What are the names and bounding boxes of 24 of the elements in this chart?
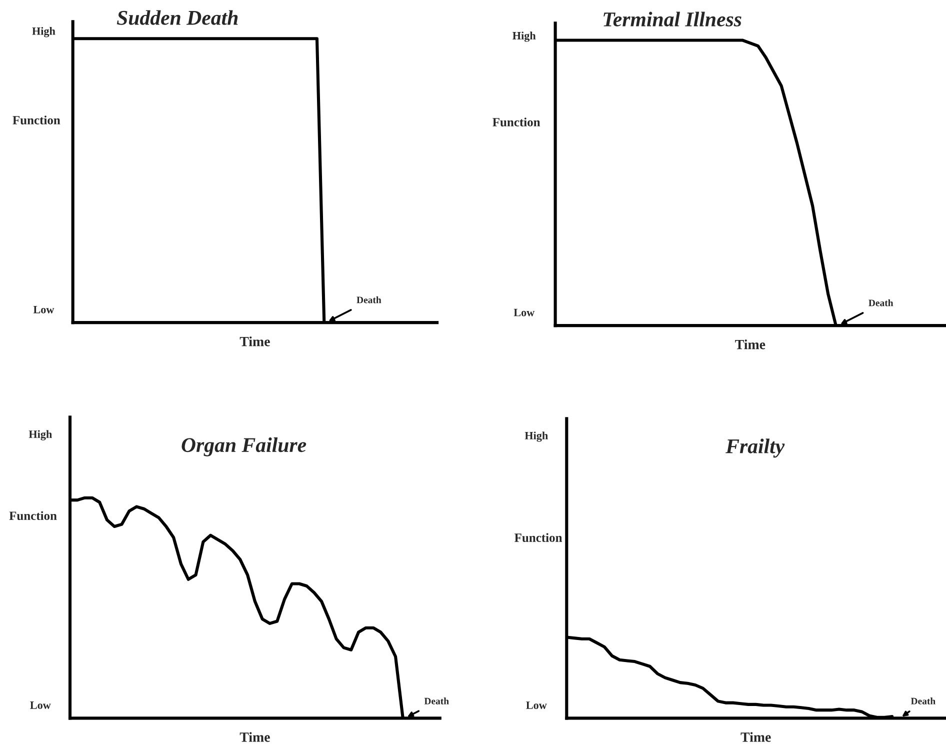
y-axis-title: Function [492, 118, 540, 126]
y-axis-title: Function [514, 533, 562, 542]
text: Death [424, 698, 449, 704]
text: Death [356, 296, 382, 304]
text: Low [30, 702, 51, 709]
chart-title: Sudden Death [116, 10, 238, 25]
text: Death [868, 299, 894, 306]
text: Low [526, 702, 547, 709]
chart-title: Organ Failure [182, 437, 306, 456]
x-axis-title: Time [735, 339, 766, 350]
chart-title: Terminal Illness [604, 12, 742, 26]
text: High [28, 430, 52, 440]
text: Low [514, 308, 535, 316]
text: High [32, 27, 56, 38]
x-axis-title: Time [240, 336, 270, 346]
x-axis-title: Time [740, 732, 771, 742]
text: High [512, 32, 536, 42]
chart-title: Frailty [726, 438, 785, 458]
text: Low [33, 306, 54, 314]
text: High [524, 432, 548, 442]
y-axis-title: Function [12, 116, 60, 124]
y-axis-title: Function [9, 511, 57, 520]
text: Death [910, 698, 936, 704]
x-axis-title: Time [240, 732, 270, 742]
